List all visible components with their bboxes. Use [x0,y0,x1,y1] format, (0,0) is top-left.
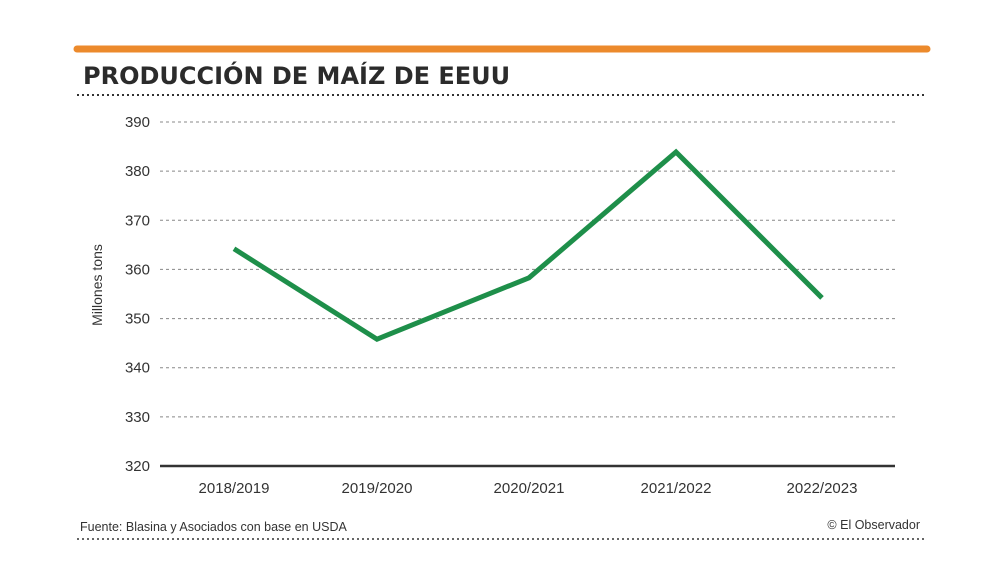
x-tick-label: 2020/2021 [494,480,565,497]
chart-title: PRODUCCIÓN DE MAÍZ DE EEUU [83,60,510,90]
y-tick-label: 350 [125,311,150,328]
y-tick-label: 320 [125,458,150,475]
series-line [232,148,824,343]
x-tick-label: 2021/2022 [641,480,712,497]
y-tick-label: 340 [125,360,150,377]
y-tick-label: 370 [125,212,150,229]
y-tick-label: 330 [125,409,150,426]
y-tick-label: 390 [125,114,150,131]
x-tick-label: 2022/2023 [787,480,858,497]
y-tick-label: 380 [125,163,150,180]
source-note: Fuente: Blasina y Asociados con base en … [80,520,347,534]
y-tick-label: 360 [125,261,150,278]
x-tick-label: 2019/2020 [342,480,413,497]
credit: © El Observador [827,518,920,532]
y-axis-label: Millones tons [89,244,105,326]
x-tick-label: 2018/2019 [199,480,270,497]
